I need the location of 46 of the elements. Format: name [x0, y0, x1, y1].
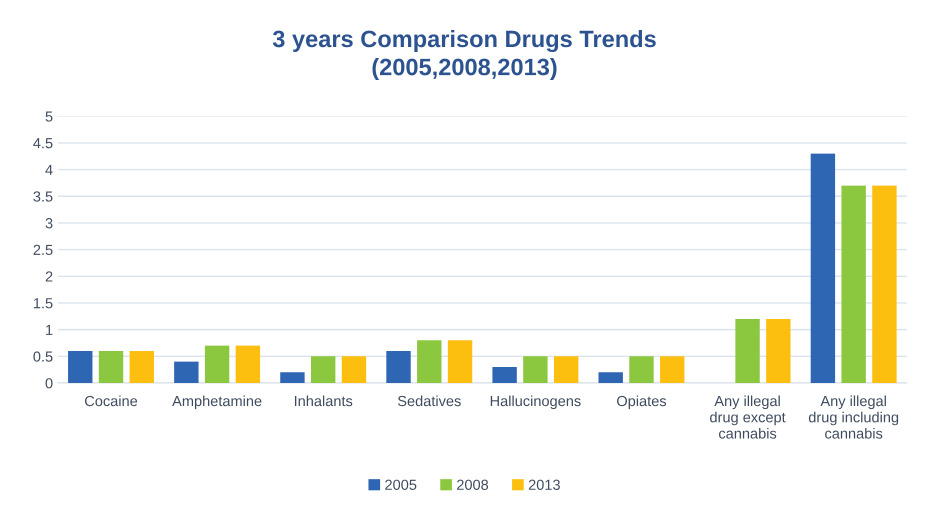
y-tick-label: 5 — [46, 111, 52, 122]
bar — [174, 362, 199, 383]
y-tick-label: 0.5 — [33, 351, 52, 362]
bar — [386, 350, 411, 383]
bar — [554, 356, 578, 383]
bar — [735, 318, 760, 383]
bar — [236, 346, 260, 383]
bar — [130, 350, 154, 383]
x-tick-label: Inhalants — [294, 395, 352, 406]
bar — [841, 186, 866, 383]
y-tick-label: 1.5 — [34, 298, 52, 308]
legend-label: 2013 — [528, 480, 560, 490]
x-tick-label: Cocaine — [85, 395, 138, 406]
bar — [448, 340, 472, 383]
bar — [492, 366, 517, 383]
bar — [872, 186, 897, 383]
bar — [810, 154, 836, 383]
y-tick-label: 3 — [46, 218, 52, 228]
bar — [598, 372, 623, 383]
y-tick-label: 4 — [45, 164, 53, 175]
chart-title: 3 years Comparison Drugs Trends (2005,2008,2013) — [272, 30, 656, 80]
bar — [660, 356, 684, 383]
x-tick-label: Opiates — [617, 395, 666, 410]
legend-label: 2005 — [385, 480, 416, 490]
bar — [280, 372, 305, 383]
y-tick-label: 3.5 — [33, 191, 52, 202]
bar — [342, 356, 366, 383]
bar — [629, 356, 654, 383]
bar — [766, 318, 791, 383]
bar — [523, 356, 548, 383]
legend-label: 2008 — [457, 480, 488, 490]
x-tick-label: Any illegal drug except cannabis — [710, 395, 786, 439]
y-tick-label: 2.5 — [34, 244, 52, 256]
bar — [417, 340, 442, 383]
y-tick-label: 4.5 — [33, 138, 52, 148]
y-tick-label: 2 — [46, 271, 52, 282]
x-tick-label: Sedatives — [398, 395, 461, 406]
bar — [311, 356, 336, 383]
bar — [204, 346, 230, 383]
x-tick-label: Any illegal drug including cannabis — [808, 395, 898, 439]
y-tick-label: 1 — [46, 324, 52, 335]
bar — [98, 350, 124, 383]
x-tick-label: Amphetamine — [172, 395, 262, 410]
bar — [68, 350, 92, 383]
x-tick-label: Hallucinogens — [490, 395, 581, 410]
y-tick-label: 0 — [46, 378, 53, 388]
